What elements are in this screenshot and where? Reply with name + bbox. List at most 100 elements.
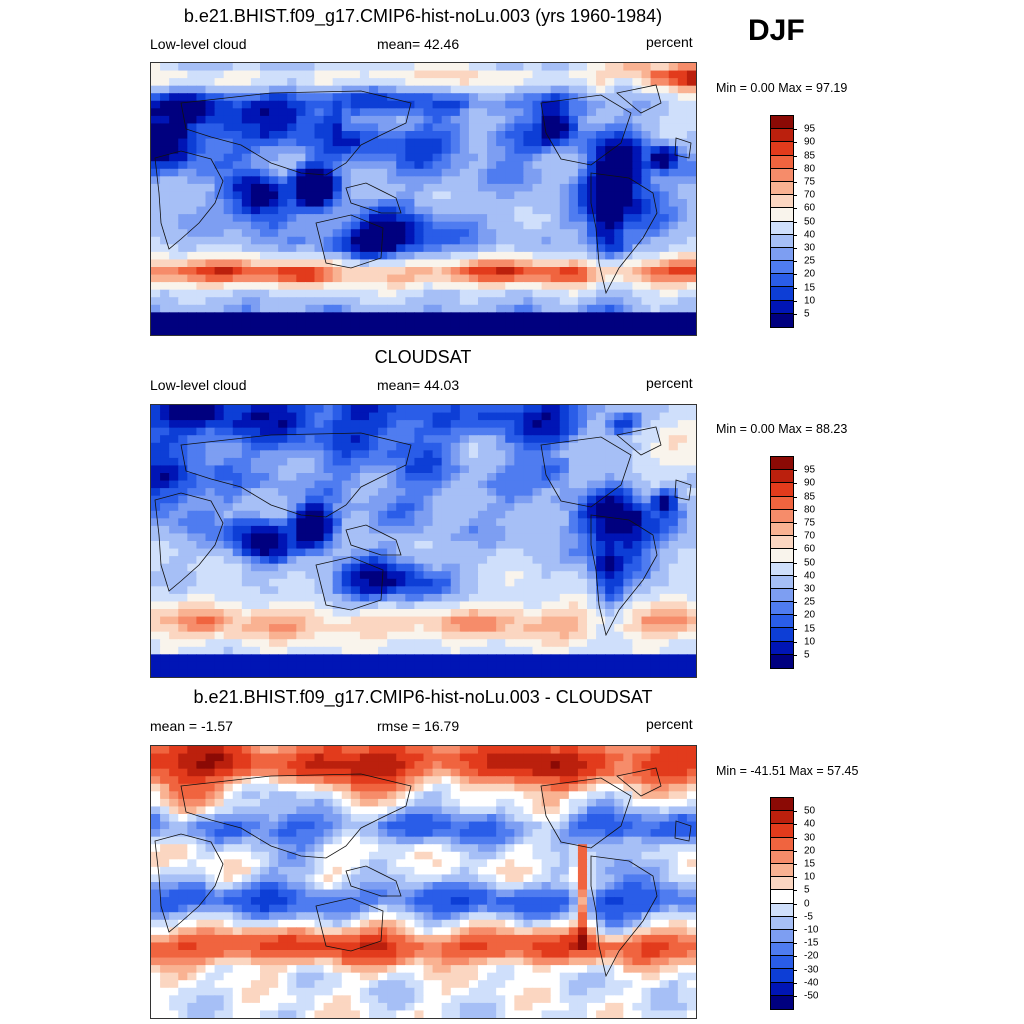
field-cell [278,236,288,245]
field-cell [468,798,479,808]
field-cell [623,168,634,177]
field-cell [550,93,561,102]
field-cell [478,153,488,162]
field-cell [178,327,188,335]
colorbar-tick-mark [793,509,797,511]
field-cell [269,214,279,223]
field-cell [532,768,543,777]
field-cell [314,168,325,177]
panel-1-variable-label: Low-level cloud [150,36,247,52]
field-cell [641,806,652,815]
field-cell [505,480,515,489]
field-cell [423,541,434,550]
field-cell [232,609,243,618]
field-cell [232,138,243,147]
field-cell [541,571,552,580]
field-cell [632,661,643,671]
field-cell [587,267,597,276]
field-cell [414,236,425,245]
field-cell [659,541,670,550]
field-cell [468,753,479,762]
field-cell [369,473,379,482]
field-cell [623,214,634,223]
field-cell [196,525,207,535]
field-cell [505,753,515,762]
field-cell [405,123,416,132]
field-cell [559,191,570,200]
field-cell [596,319,606,329]
field-cell [296,806,307,815]
field-cell [232,412,243,421]
field-cell [550,289,561,298]
field-cell [269,465,279,474]
field-cell [423,274,434,283]
field-cell [614,259,624,268]
field-cell [151,457,161,467]
field-cell [559,199,570,208]
colorbar-tick-mark [793,483,797,485]
field-cell [668,593,679,603]
panel-3-map-svg [151,746,696,1018]
field-cell [650,297,661,306]
field-cell [269,93,279,102]
field-cell [187,457,198,467]
field-cell [686,274,696,283]
field-cell [414,578,425,587]
field-cell [151,525,161,535]
field-cell [169,646,179,655]
field-cell [396,639,406,648]
field-cell [296,571,307,580]
field-cell [232,319,243,329]
field-cell [205,761,216,770]
field-cell [151,571,161,580]
field-cell [196,533,207,542]
field-cell [169,304,179,313]
field-cell [423,168,434,177]
field-cell [659,601,670,610]
field-cell [196,297,207,306]
field-cell [432,488,443,497]
field-cell [677,465,688,474]
field-cell [659,624,670,633]
field-cell [587,548,597,557]
field-cell [332,563,343,572]
field-cell [514,63,525,72]
field-cell [269,289,279,298]
field-cell [587,669,597,677]
field-cell [632,593,643,603]
field-cell [323,146,334,155]
field-cell [396,442,406,451]
field-cell [632,183,643,193]
field-cell [378,85,388,94]
field-cell [341,138,352,147]
field-cell [178,161,188,170]
field-cell [405,806,416,815]
field-cell [350,304,361,313]
field-cell [214,488,225,497]
field-cell [414,525,425,535]
field-cell [187,85,198,94]
field-cell [305,63,316,72]
field-cell [478,304,488,313]
field-cell [496,168,506,177]
field-cell [278,138,288,147]
field-cell [169,541,179,550]
field-cell [505,319,515,329]
field-cell [241,420,252,429]
colorbar-tick-label: 50 [804,557,816,569]
field-cell [532,161,543,170]
field-cell [587,85,597,94]
field-cell [450,123,461,132]
field-cell [350,131,361,140]
field-cell [459,267,470,276]
field-cell [223,768,234,777]
field-cell [496,115,506,125]
field-cell [414,63,425,72]
field-cell [414,806,425,815]
field-cell [686,214,696,223]
field-cell [441,624,452,633]
field-cell [532,297,543,306]
field-cell [659,289,670,298]
field-cell [541,100,552,109]
field-cell [169,661,179,671]
